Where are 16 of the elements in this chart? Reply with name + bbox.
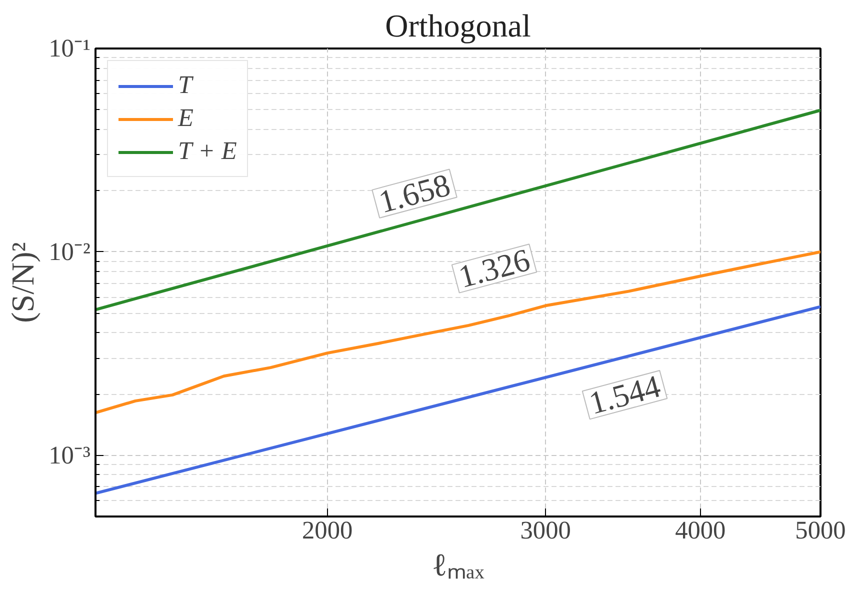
legend-label: E [178,104,194,133]
y-tick-label: 10⁻¹ [48,34,90,62]
annotation: 1.544 [585,368,664,422]
x-tick-label: 4000 [675,516,726,544]
annotation: 1.326 [454,241,534,295]
x-tick-label: 3000 [520,516,571,544]
annotation: 1.658 [374,166,454,220]
legend-label: T [178,71,194,100]
x-tick-label: 5000 [795,516,846,544]
chart-title: Orthogonal [385,8,531,44]
y-tick-label: 10⁻² [48,238,91,266]
legend-label: T + E [178,137,237,166]
x-tick-label: 2000 [302,516,353,544]
y-axis-title: (S/N)² [4,242,41,323]
y-tick-label: 10⁻³ [48,441,91,470]
x-axis-title: ℓₘₐₓ [432,546,485,582]
